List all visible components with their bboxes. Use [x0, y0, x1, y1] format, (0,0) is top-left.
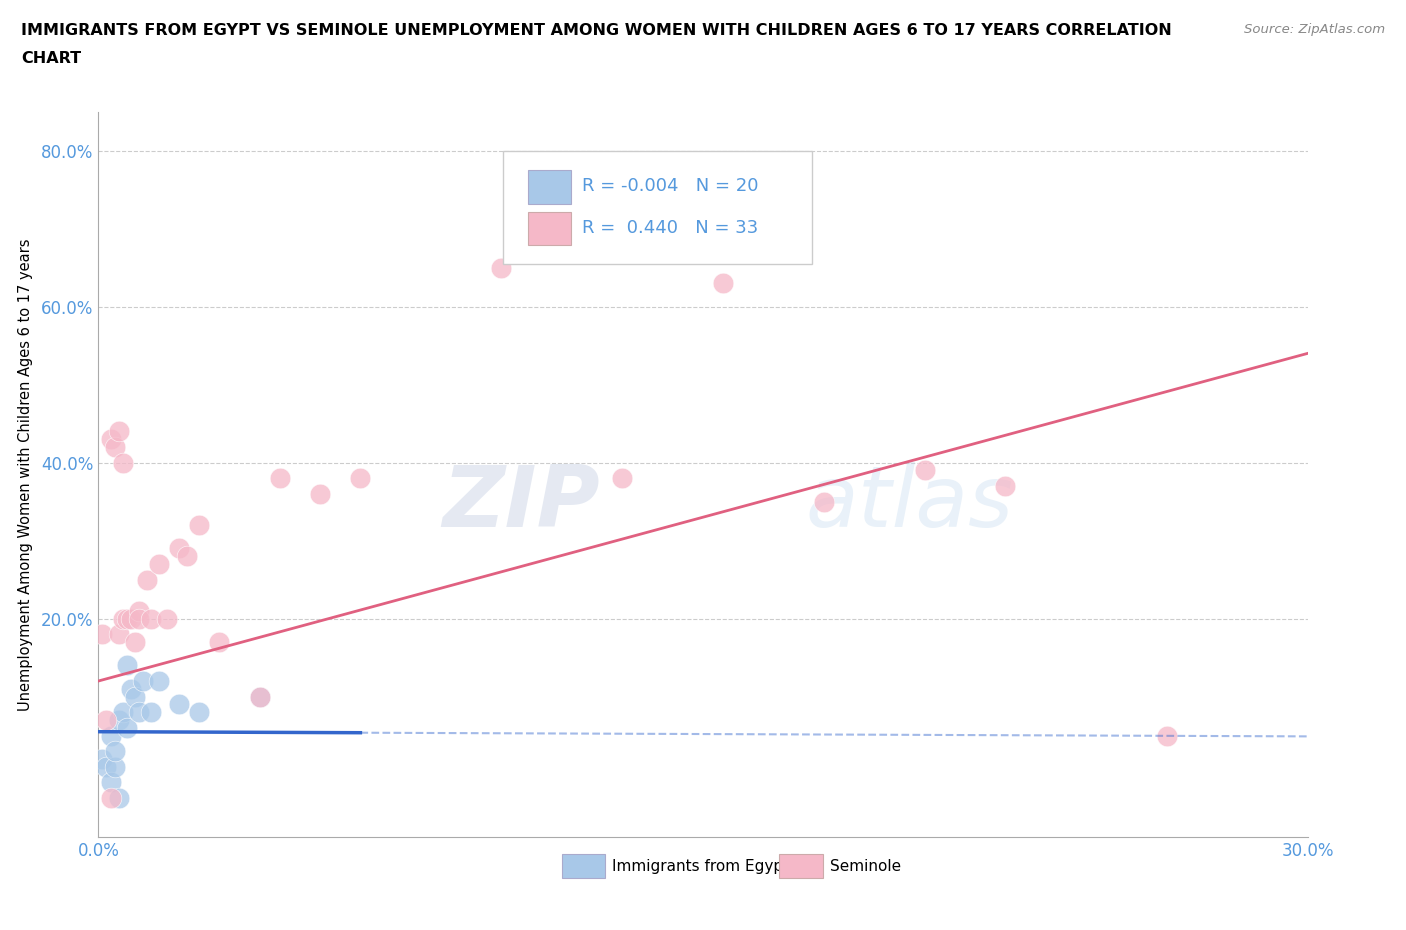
Point — [96, 712, 118, 727]
Point — [188, 518, 211, 533]
Text: R = -0.004   N = 20: R = -0.004 N = 20 — [582, 178, 759, 195]
Point — [167, 541, 190, 556]
Point — [124, 689, 146, 704]
Point — [115, 658, 138, 672]
Point — [91, 751, 114, 766]
Point — [107, 790, 129, 805]
Text: Immigrants from Egypt: Immigrants from Egypt — [613, 858, 789, 873]
Point — [128, 611, 150, 626]
Point — [115, 611, 138, 626]
Point — [132, 673, 155, 688]
Point — [100, 728, 122, 743]
Point — [91, 627, 114, 642]
Y-axis label: Unemployment Among Women with Children Ages 6 to 17 years: Unemployment Among Women with Children A… — [18, 238, 32, 711]
FancyBboxPatch shape — [503, 152, 811, 264]
Point — [120, 611, 142, 626]
Point — [128, 705, 150, 720]
Point — [111, 705, 134, 720]
Point — [111, 611, 134, 626]
FancyBboxPatch shape — [527, 212, 571, 246]
Point — [135, 572, 157, 587]
Point — [188, 705, 211, 720]
Point — [148, 673, 170, 688]
Point — [107, 627, 129, 642]
FancyBboxPatch shape — [527, 170, 571, 204]
Point — [612, 471, 634, 485]
Text: atlas: atlas — [806, 462, 1014, 545]
Point — [139, 611, 162, 626]
Point — [994, 479, 1017, 494]
Point — [1156, 728, 1178, 743]
Point — [124, 634, 146, 649]
Point — [103, 760, 125, 775]
Point — [208, 634, 231, 649]
Point — [100, 432, 122, 446]
Point — [100, 790, 122, 805]
Point — [96, 760, 118, 775]
Point — [111, 455, 134, 470]
FancyBboxPatch shape — [561, 854, 605, 878]
Point — [107, 424, 129, 439]
Text: Seminole: Seminole — [830, 858, 901, 873]
Point — [156, 611, 179, 626]
Point — [249, 689, 271, 704]
Point — [103, 744, 125, 759]
Point — [309, 486, 332, 501]
Point — [813, 494, 835, 509]
Point — [148, 556, 170, 571]
Text: ZIP: ZIP — [443, 462, 600, 545]
Text: IMMIGRANTS FROM EGYPT VS SEMINOLE UNEMPLOYMENT AMONG WOMEN WITH CHILDREN AGES 6 : IMMIGRANTS FROM EGYPT VS SEMINOLE UNEMPL… — [21, 23, 1171, 38]
Text: CHART: CHART — [21, 51, 82, 66]
Point — [176, 549, 198, 564]
Point — [120, 682, 142, 697]
Point — [914, 463, 936, 478]
Point — [491, 260, 513, 275]
Point — [711, 276, 734, 291]
Point — [349, 471, 371, 485]
Text: Source: ZipAtlas.com: Source: ZipAtlas.com — [1244, 23, 1385, 36]
Point — [167, 697, 190, 711]
FancyBboxPatch shape — [779, 854, 823, 878]
Text: R =  0.440   N = 33: R = 0.440 N = 33 — [582, 219, 758, 236]
Point — [269, 471, 291, 485]
Point — [249, 689, 271, 704]
Point — [100, 775, 122, 790]
Point — [115, 721, 138, 736]
Point — [128, 604, 150, 618]
Point — [139, 705, 162, 720]
Point — [103, 440, 125, 455]
Point — [107, 712, 129, 727]
